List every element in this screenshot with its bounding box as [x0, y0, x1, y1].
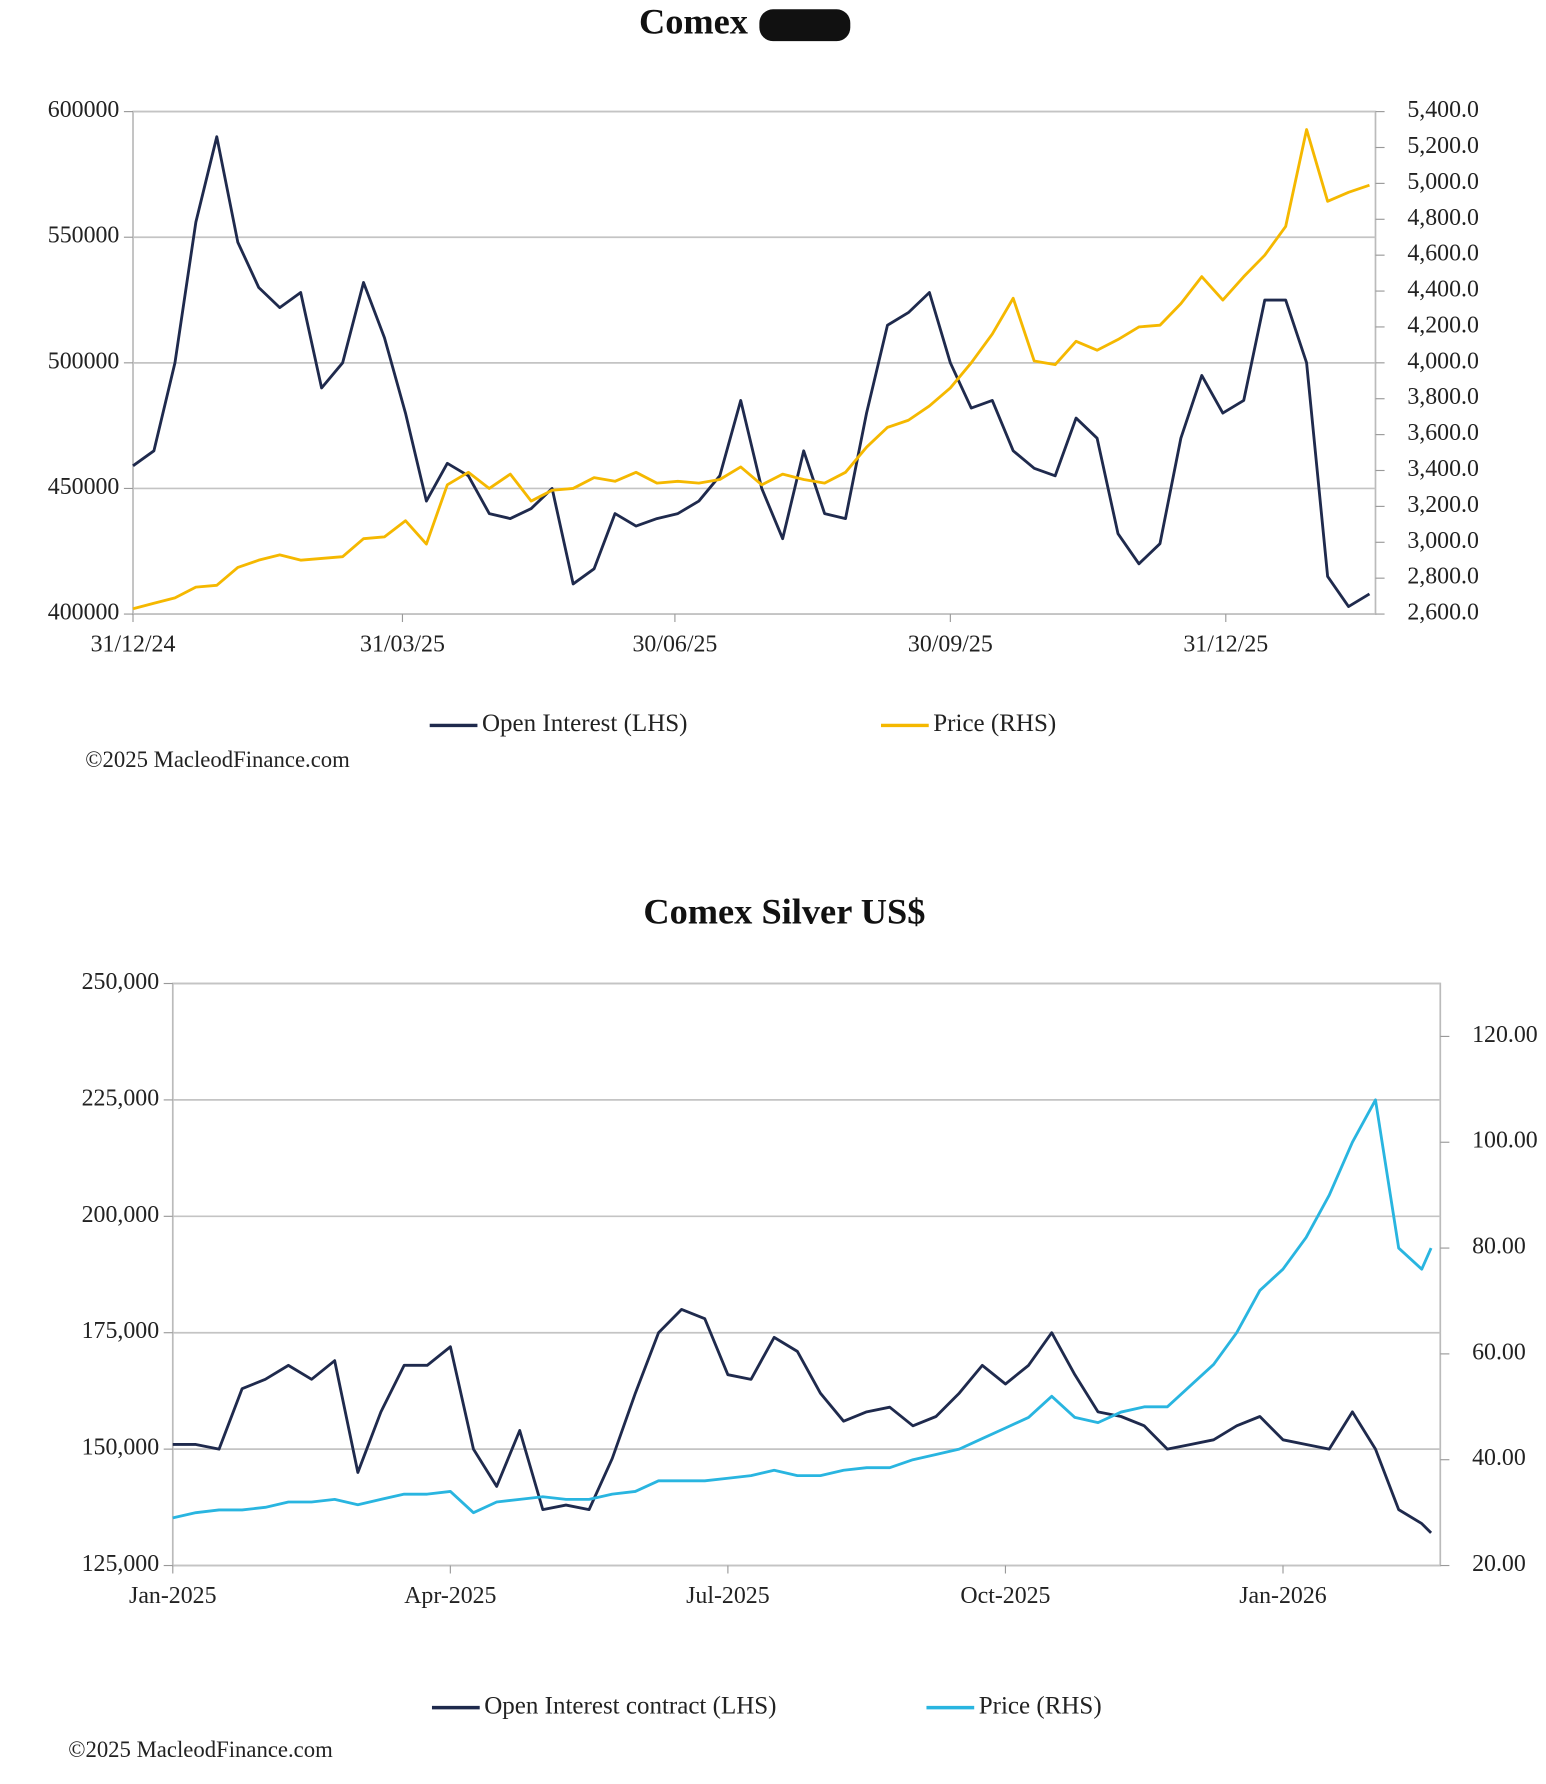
y2-tick-label: 4,800.0	[1407, 205, 1479, 231]
y2-tick-label: 3,200.0	[1407, 492, 1479, 518]
y2-tick-label: 120.00	[1472, 1022, 1538, 1048]
y-tick-label: 400000	[48, 600, 120, 626]
y2-tick-label: 3,600.0	[1407, 420, 1479, 446]
redaction	[759, 9, 851, 42]
legend-label: Open Interest (LHS)	[482, 710, 688, 737]
x-tick-label: 31/12/24	[91, 631, 176, 657]
y-tick-label: 225,000	[82, 1085, 160, 1111]
y2-tick-label: 60.00	[1472, 1339, 1526, 1365]
y-tick-label: 200,000	[82, 1202, 160, 1228]
legend-label: Price (RHS)	[979, 1692, 1102, 1719]
y-tick-label: 500000	[48, 348, 120, 374]
x-tick-label: 31/12/25	[1183, 631, 1268, 657]
legend-label: Price (RHS)	[933, 710, 1056, 737]
y2-tick-label: 4,000.0	[1407, 348, 1479, 374]
x-tick-label: 30/09/25	[908, 631, 993, 657]
y-tick-label: 250,000	[82, 969, 160, 995]
y-tick-label: 550000	[48, 223, 120, 249]
y2-tick-label: 3,000.0	[1407, 528, 1479, 554]
y2-tick-label: 5,000.0	[1407, 169, 1479, 195]
chart-title: Comex Silver US$	[643, 892, 925, 932]
y2-tick-label: 4,200.0	[1407, 312, 1479, 338]
series-line	[172, 1307, 1433, 1534]
chart-title: Comex	[639, 2, 748, 42]
y2-tick-label: 3,800.0	[1407, 384, 1479, 410]
y2-tick-label: 5,200.0	[1407, 133, 1479, 159]
y2-tick-label: 40.00	[1472, 1445, 1526, 1471]
series-line	[132, 135, 1371, 608]
y2-tick-label: 2,800.0	[1407, 564, 1479, 590]
x-tick-label: Jan-2025	[129, 1583, 216, 1609]
y-tick-label: 450000	[48, 474, 120, 500]
x-tick-label: Oct-2025	[960, 1583, 1050, 1609]
source-note: ©2025 MacleodFinance.com	[68, 1737, 333, 1762]
series-line	[172, 1098, 1433, 1520]
x-tick-label: 31/03/25	[360, 631, 445, 657]
series-line	[132, 128, 1370, 611]
y2-tick-label: 100.00	[1472, 1128, 1538, 1154]
y2-tick-label: 2,600.0	[1407, 600, 1479, 626]
y-tick-label: 175,000	[82, 1318, 160, 1344]
source-note: ©2025 MacleodFinance.com	[85, 747, 350, 772]
y2-tick-label: 3,400.0	[1407, 456, 1479, 482]
legend-label: Open Interest contract (LHS)	[484, 1692, 776, 1719]
x-tick-label: Jul-2025	[686, 1583, 770, 1609]
y2-tick-label: 4,600.0	[1407, 241, 1479, 267]
y2-tick-label: 5,400.0	[1407, 97, 1479, 123]
y-tick-label: 600000	[48, 97, 120, 123]
y-tick-label: 125,000	[82, 1551, 160, 1577]
y2-tick-label: 20.00	[1472, 1551, 1526, 1577]
x-tick-label: Jan-2026	[1239, 1583, 1327, 1609]
x-tick-label: Apr-2025	[404, 1583, 496, 1609]
y-tick-label: 150,000	[82, 1435, 160, 1461]
y2-tick-label: 4,400.0	[1407, 277, 1479, 303]
x-tick-label: 30/06/25	[632, 631, 717, 657]
y2-tick-label: 80.00	[1472, 1234, 1526, 1260]
